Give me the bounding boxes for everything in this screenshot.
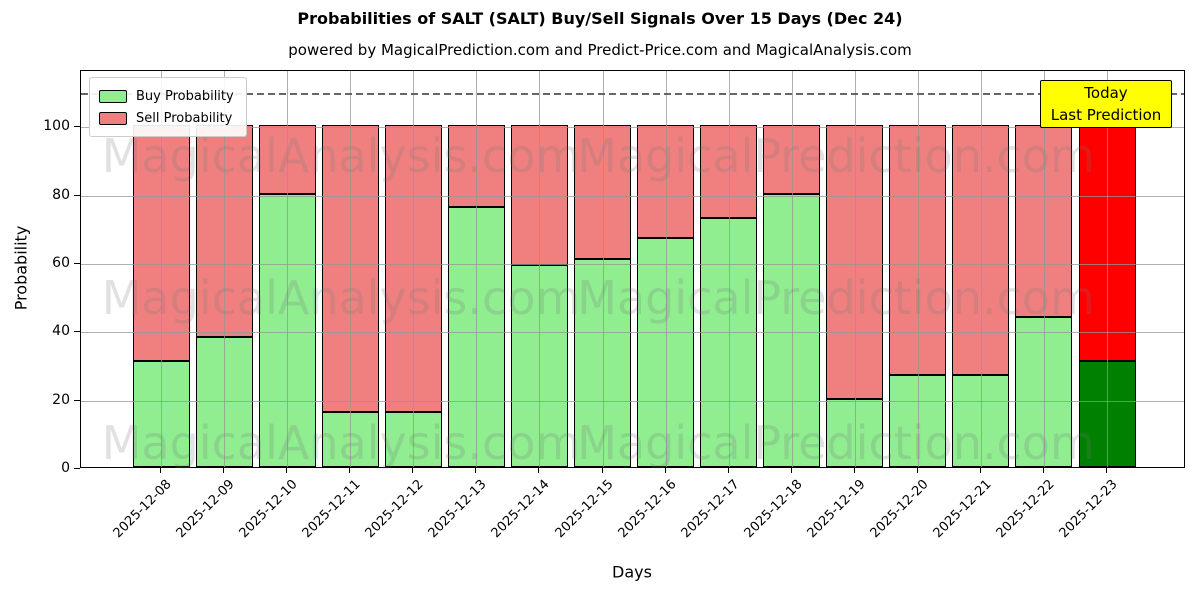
watermark-text: MagicalAnalysis.com <box>101 271 581 325</box>
x-tick-mark <box>286 468 288 473</box>
legend-label-buy: Buy Probability <box>136 88 234 104</box>
x-tick-label: 2025-12-11 <box>299 477 364 542</box>
y-tick-mark <box>74 194 80 196</box>
today-annotation-line2: Last Prediction <box>1050 106 1162 124</box>
watermark-text: MagicalAnalysis.com <box>101 416 581 470</box>
x-tick-label: 2025-12-19 <box>804 477 869 542</box>
x-tick-mark <box>790 468 792 473</box>
chart-subtitle: powered by MagicalPrediction.com and Pre… <box>288 41 912 59</box>
watermark-text: MagicalAnalysis.com <box>101 129 581 183</box>
watermark-text: MagicalPrediction.com <box>577 271 1095 325</box>
x-tick-label: 2025-12-22 <box>993 477 1058 542</box>
x-tick-label: 2025-12-08 <box>110 477 175 542</box>
y-tick-mark <box>74 399 80 401</box>
vertical-gridline <box>476 71 478 467</box>
y-tick-label: 60 <box>52 255 70 271</box>
horizontal-gridline <box>81 332 1184 334</box>
x-tick-mark <box>412 468 414 473</box>
horizontal-gridline <box>81 400 1184 402</box>
legend: Buy Probability Sell Probability <box>89 77 247 137</box>
horizontal-gridline <box>81 264 1184 265</box>
vertical-gridline <box>350 71 352 467</box>
x-tick-mark <box>160 468 161 473</box>
x-tick-mark <box>916 468 918 473</box>
x-tick-mark <box>475 468 477 473</box>
vertical-gridline <box>791 71 793 467</box>
horizontal-gridline <box>81 127 1184 129</box>
today-annotation: Today Last Prediction <box>1040 80 1172 128</box>
vertical-gridline <box>665 71 667 467</box>
legend-item-sell: Sell Probability <box>99 107 234 129</box>
today-annotation-line1: Today <box>1084 84 1128 102</box>
y-tick-mark <box>74 126 80 128</box>
legend-label-sell: Sell Probability <box>136 110 233 126</box>
y-tick-mark <box>74 468 80 469</box>
buy-swatch-icon <box>99 89 127 103</box>
x-tick-label: 2025-12-15 <box>552 477 617 542</box>
vertical-gridline <box>224 71 226 467</box>
vertical-gridline <box>728 71 730 467</box>
watermark-text: MagicalPrediction.com <box>577 129 1095 183</box>
plot-area: MagicalAnalysis.com MagicalPrediction.com… <box>80 70 1185 470</box>
x-tick-label: 2025-12-16 <box>615 477 680 542</box>
y-tick-label: 40 <box>52 323 70 340</box>
x-tick-label: 2025-12-20 <box>867 477 932 542</box>
vertical-gridline <box>854 71 856 467</box>
x-tick-mark <box>601 468 603 473</box>
x-tick-mark <box>538 468 540 473</box>
x-tick-label: 2025-12-12 <box>362 477 427 542</box>
vertical-gridline <box>602 71 604 467</box>
x-tick-mark <box>853 468 855 473</box>
vertical-gridline <box>161 71 162 467</box>
x-tick-label: 2025-12-14 <box>488 477 553 542</box>
x-tick-label: 2025-12-09 <box>173 477 238 542</box>
sell-swatch-icon <box>99 111 127 125</box>
x-tick-label: 2025-12-23 <box>1056 477 1121 542</box>
x-tick-mark <box>664 468 666 473</box>
x-tick-label: 2025-12-18 <box>741 477 806 542</box>
vertical-gridline <box>413 71 415 467</box>
x-tick-mark <box>727 468 729 473</box>
horizontal-gridline <box>81 195 1184 197</box>
threshold-dashed-line <box>81 93 1184 96</box>
vertical-gridline <box>1107 71 1108 467</box>
vertical-gridline <box>980 71 982 467</box>
vertical-gridline <box>1043 71 1045 467</box>
chart-title: Probabilities of SALT (SALT) Buy/Sell Si… <box>297 9 903 28</box>
y-tick-label: 0 <box>61 460 70 476</box>
legend-item-buy: Buy Probability <box>99 85 234 107</box>
y-tick-mark <box>74 263 80 264</box>
y-tick-label: 20 <box>52 391 70 408</box>
y-tick-label: 80 <box>52 186 70 203</box>
x-tick-label: 2025-12-17 <box>678 477 743 542</box>
vertical-gridline <box>539 71 541 467</box>
vertical-gridline <box>917 71 919 467</box>
x-tick-mark <box>349 468 351 473</box>
x-tick-mark <box>1042 468 1044 473</box>
x-axis-label: Days <box>612 562 652 582</box>
vertical-gridline <box>287 71 289 467</box>
x-tick-label: 2025-12-21 <box>930 477 995 542</box>
y-axis-label: Probability <box>11 225 31 311</box>
x-tick-mark <box>979 468 981 473</box>
x-tick-mark <box>1106 468 1107 473</box>
y-tick-label: 100 <box>43 118 70 135</box>
y-tick-mark <box>74 331 80 333</box>
x-tick-mark <box>223 468 225 473</box>
x-tick-label: 2025-12-13 <box>425 477 490 542</box>
watermark-text: MagicalPrediction.com <box>577 416 1095 470</box>
x-tick-label: 2025-12-10 <box>236 477 301 542</box>
